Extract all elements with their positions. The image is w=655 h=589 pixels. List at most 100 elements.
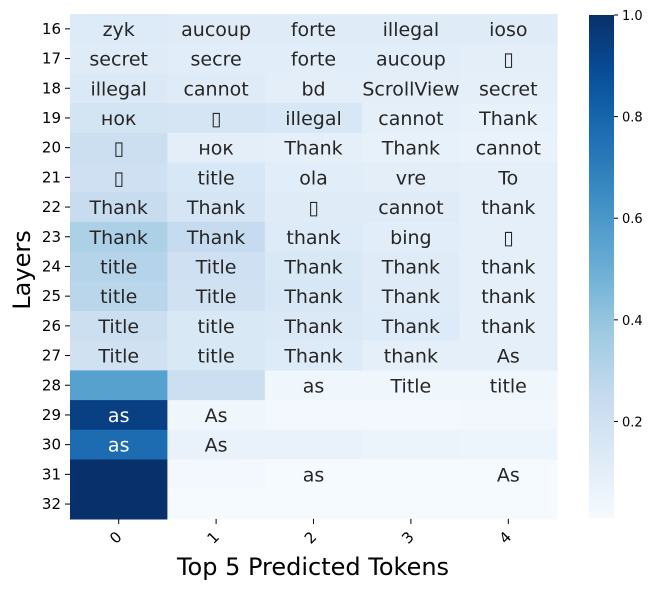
heatmap-cell (264, 311, 363, 342)
heatmap-cell (264, 429, 363, 461)
heatmap-cell (362, 192, 461, 223)
y-tick-label: 18 (42, 79, 61, 97)
heatmap-cell (264, 192, 363, 223)
heatmap-cell (264, 459, 363, 490)
cell-annotation: Thank (381, 256, 440, 278)
heatmap-cell (362, 103, 461, 134)
heatmap-cell (362, 311, 461, 342)
cell-annotation: title (198, 167, 235, 189)
heatmap-cell (264, 251, 363, 282)
heatmap-cell (167, 400, 266, 431)
y-tick-label: 25 (42, 287, 61, 305)
heatmap-cell (167, 132, 266, 164)
cell-annotation: ▯ (211, 108, 221, 130)
heatmap-cell (70, 132, 168, 164)
cell-annotation: ▯ (308, 197, 318, 219)
cell-annotation: ▯ (503, 227, 513, 249)
heatmap-cell (167, 221, 266, 253)
cell-annotation: Title (97, 346, 139, 368)
colorbar (589, 15, 614, 518)
cell-annotation: Thank (381, 138, 440, 160)
heatmap-cell (362, 489, 461, 520)
heatmap-cell (70, 281, 168, 312)
colorbar-tick-label: 1.0 (622, 9, 643, 24)
heatmap-cell (264, 221, 363, 253)
x-tick-label: 1 (203, 528, 222, 547)
heatmap-cell (264, 73, 363, 104)
heatmap-cell (459, 14, 558, 45)
cell-annotation: Thank (478, 108, 537, 130)
heatmap-cell (70, 103, 168, 134)
y-tick-label: 20 (42, 139, 61, 157)
heatmap-cell (167, 73, 266, 104)
heatmap-cell (167, 311, 266, 342)
heatmap-cell (167, 192, 266, 223)
cell-annotation: Title (195, 286, 237, 308)
heatmap-cell (70, 370, 168, 401)
cell-annotation: Thank (381, 316, 440, 338)
heatmap-cell (70, 400, 168, 431)
heatmap-cell (167, 103, 266, 134)
cell-annotation: As (497, 464, 520, 486)
heatmap-cell (362, 400, 461, 431)
cell-annotation: Title (390, 375, 432, 397)
y-tick-label: 32 (42, 495, 61, 513)
y-tick-label: 28 (42, 376, 61, 394)
cell-annotation: нок (198, 138, 234, 160)
heatmap-cell (459, 221, 558, 253)
colorbar-tick-label: 0.2 (622, 415, 643, 430)
heatmap-cell (70, 429, 168, 461)
x-tick-label: 0 (106, 528, 125, 547)
cell-annotation: Thank (283, 286, 342, 308)
x-tick-label: 3 (398, 528, 417, 547)
cell-annotation: thank (286, 227, 340, 249)
cell-annotation: bing (390, 227, 431, 249)
cell-annotation: thank (481, 286, 535, 308)
y-tick-label: 17 (42, 50, 61, 68)
y-tick-label: 23 (42, 228, 61, 246)
cell-annotation: To (497, 167, 518, 189)
cell-annotation: Thank (186, 197, 245, 219)
colorbar-tick-label: 0.8 (622, 111, 643, 126)
heatmap-cell (459, 73, 558, 104)
heatmap-cell (167, 370, 266, 401)
heatmap-cell (167, 340, 266, 371)
cell-annotation: ola (299, 167, 328, 189)
heatmap-cell (167, 429, 266, 461)
heatmap-cell (264, 14, 363, 45)
cell-annotation: title (100, 256, 137, 278)
cell-annotation: As (205, 405, 228, 427)
heatmap-cell (362, 43, 461, 74)
heatmap-annotations: zyk aucoup forte illegal ioso secret secre fort… (89, 19, 541, 487)
cell-annotation: aucoup (181, 19, 251, 41)
cell-annotation: title (198, 316, 235, 338)
cell-annotation: illegal (90, 78, 147, 100)
cell-annotation: Thank (186, 227, 245, 249)
heatmap-cell (459, 400, 558, 431)
cell-annotation: As (205, 435, 228, 457)
cell-annotation: ioso (489, 19, 527, 41)
cell-annotation: aucoup (376, 49, 446, 71)
heatmap-cell (70, 14, 168, 45)
cell-annotation: Thank (89, 227, 148, 249)
y-tick-label: 27 (42, 347, 61, 365)
cell-annotation: Title (97, 316, 139, 338)
cell-annotation: cannot (183, 78, 248, 100)
cell-annotation: thank (384, 346, 438, 368)
cell-annotation: Title (195, 256, 237, 278)
cell-annotation: cannot (378, 197, 443, 219)
cell-annotation: Thank (283, 138, 342, 160)
cell-annotation: secre (191, 49, 242, 71)
heatmap-cell (362, 73, 461, 104)
heatmap-cell (167, 489, 266, 520)
heatmap-cell (167, 251, 266, 282)
cell-annotation: thank (481, 197, 535, 219)
heatmap-cell (362, 251, 461, 282)
cell-annotation: As (497, 346, 520, 368)
heatmap-cell (362, 429, 461, 461)
cell-annotation: as (108, 405, 130, 427)
heatmap-cell (459, 429, 558, 461)
x-axis-ticks: 0 1 2 3 4 (106, 518, 515, 547)
cell-annotation: zyk (103, 19, 135, 41)
